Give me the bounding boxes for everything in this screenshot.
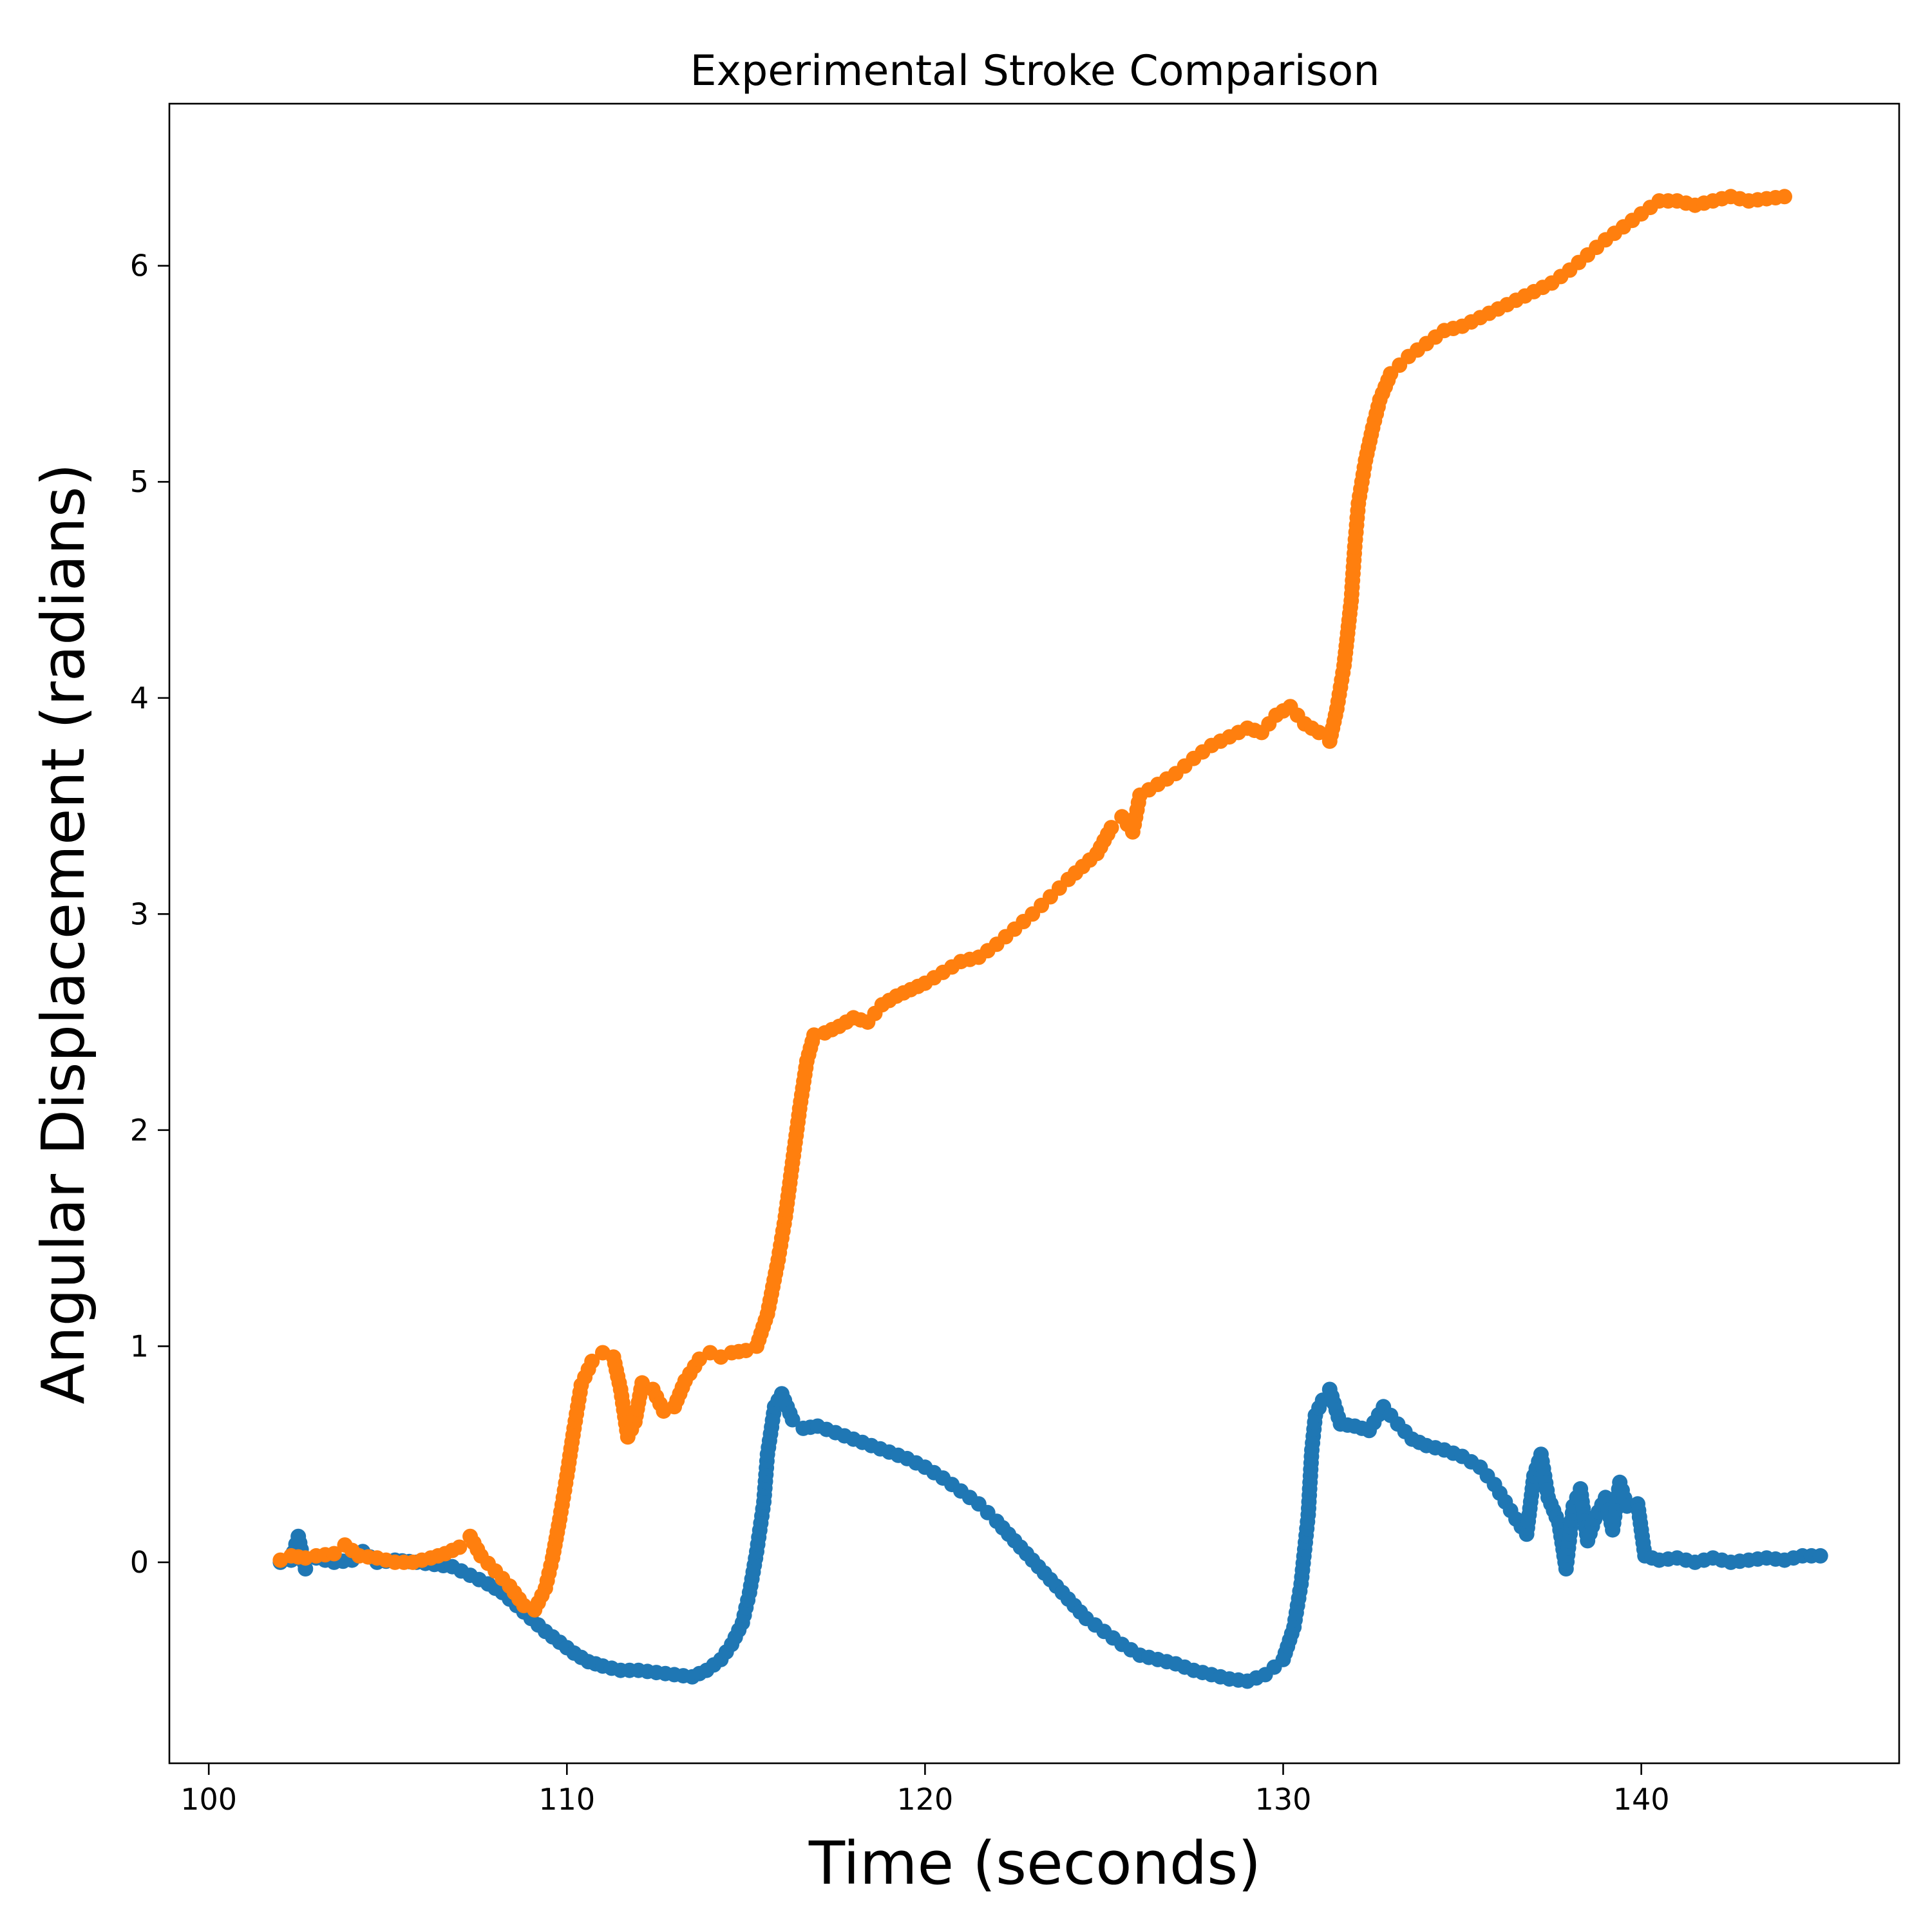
data-point — [1103, 820, 1119, 836]
series-layer — [272, 189, 1828, 1689]
data-point — [584, 1353, 600, 1369]
data-point — [1812, 1548, 1828, 1564]
x-tick-label: 100 — [180, 1782, 237, 1817]
y-tick-label: 1 — [130, 1329, 149, 1363]
y-tick-label: 3 — [130, 896, 149, 931]
x-tick-label: 140 — [1613, 1782, 1670, 1817]
x-tick-label: 120 — [896, 1782, 953, 1817]
series-1 — [272, 1381, 1828, 1689]
y-tick-label: 0 — [130, 1545, 149, 1580]
x-axis-label: Time (seconds) — [808, 1829, 1261, 1898]
data-point — [784, 1412, 800, 1428]
x-axis: 100 110 120 130 140 — [180, 1763, 1670, 1817]
y-tick-label: 2 — [130, 1113, 149, 1148]
y-tick-label: 4 — [130, 681, 149, 715]
data-point — [1311, 724, 1327, 741]
chart-title: Experimental Stroke Comparison — [690, 47, 1379, 95]
plot-frame — [168, 102, 1900, 1765]
x-tick-label: 130 — [1255, 1782, 1312, 1817]
y-tick-label: 5 — [130, 464, 149, 499]
data-point — [326, 1546, 342, 1562]
data-point — [298, 1561, 314, 1577]
data-point — [1777, 189, 1792, 205]
y-axis-label: Angular Displacement (radians) — [29, 463, 98, 1404]
y-axis: 0 1 2 3 4 5 6 — [130, 249, 169, 1580]
data-point — [451, 1539, 468, 1555]
y-tick-label: 6 — [130, 249, 149, 283]
series-2 — [272, 189, 1792, 1618]
x-tick-label: 110 — [538, 1782, 595, 1817]
